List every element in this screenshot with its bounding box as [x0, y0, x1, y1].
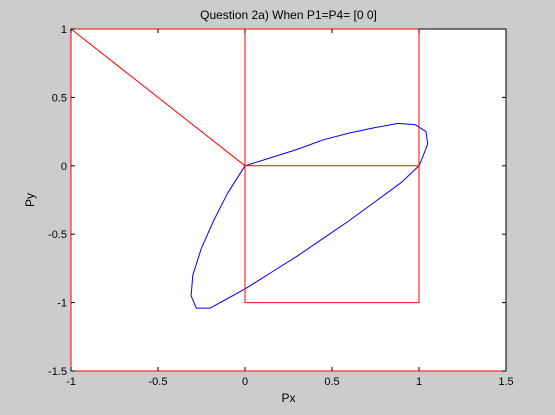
x-tick-label: -1 — [66, 376, 76, 388]
x-tick-label: -0.5 — [149, 376, 168, 388]
x-tick-label: 0 — [242, 376, 248, 388]
y-tick-label: 1 — [61, 24, 67, 36]
chart-title: Question 2a) When P1=P4= [0 0] — [200, 8, 377, 22]
y-tick-label: 0 — [61, 161, 67, 173]
series-line-1 — [190, 122, 429, 309]
x-tick-label: 1.5 — [498, 376, 513, 388]
y-tick-label: 0.5 — [52, 92, 67, 104]
y-tick-label: -1 — [57, 298, 67, 310]
y-axis-label: Py — [23, 193, 37, 207]
y-tick-label: -0.5 — [48, 229, 67, 241]
ticks-layer: -1 -0.5 0 0.5 1 1.5-1.5-1-0.500.51 — [48, 24, 514, 388]
x-tick-label: 1 — [416, 376, 422, 388]
y-tick-label: -1.5 — [48, 366, 67, 378]
x-axis-label: Px — [281, 391, 295, 405]
x-tick-label: 0.5 — [324, 376, 339, 388]
